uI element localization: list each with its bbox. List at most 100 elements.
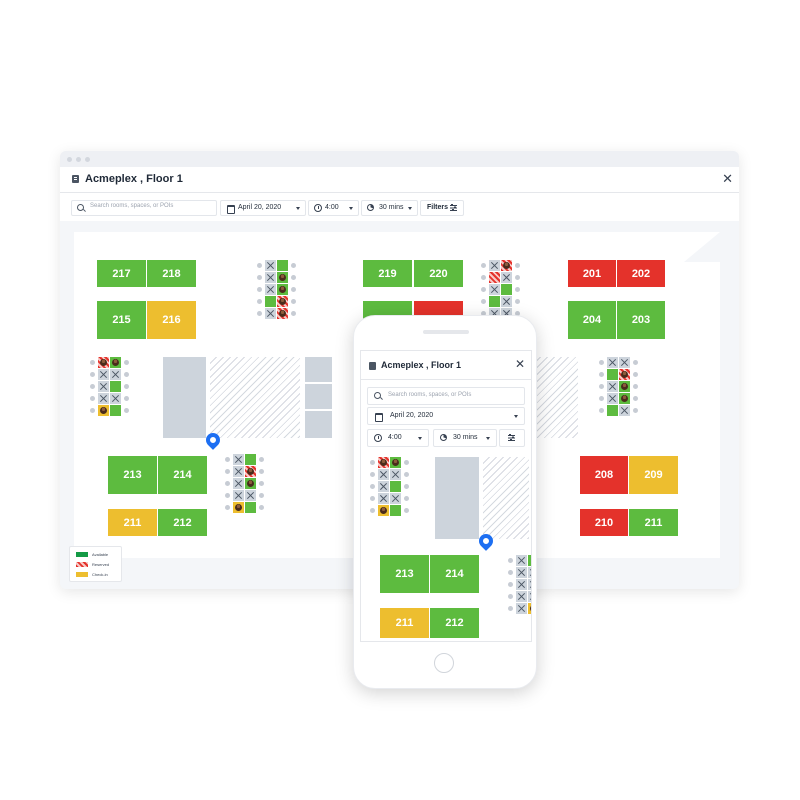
desk[interactable] xyxy=(390,457,401,468)
phone-room-212[interactable]: 212 xyxy=(430,608,479,638)
desk[interactable] xyxy=(390,493,401,504)
desk[interactable] xyxy=(607,393,618,404)
desk[interactable] xyxy=(489,296,500,307)
desk[interactable] xyxy=(516,555,527,566)
desk[interactable] xyxy=(265,296,276,307)
phone-room-211[interactable]: 211 xyxy=(380,608,429,638)
room-204[interactable]: 204 xyxy=(568,301,616,339)
desk[interactable] xyxy=(489,260,500,271)
phone-room-213[interactable]: 213 xyxy=(380,555,429,593)
desk[interactable] xyxy=(528,555,531,566)
search-input[interactable]: Search rooms, spaces, or POIs xyxy=(71,200,217,216)
desk[interactable] xyxy=(619,405,630,416)
desk[interactable] xyxy=(489,272,500,283)
desk[interactable] xyxy=(378,481,389,492)
desk[interactable] xyxy=(390,505,401,516)
close-button[interactable]: ✕ xyxy=(722,171,733,186)
desk[interactable] xyxy=(390,481,401,492)
desk[interactable] xyxy=(110,405,121,416)
desk[interactable] xyxy=(501,260,512,271)
room-201[interactable]: 201 xyxy=(568,260,616,287)
desk[interactable] xyxy=(528,603,531,614)
desk[interactable] xyxy=(378,457,389,468)
room-215[interactable]: 215 xyxy=(97,301,146,339)
desk[interactable] xyxy=(516,603,527,614)
phone-search-input[interactable]: Search rooms, spaces, or POIs xyxy=(367,387,525,405)
desk[interactable] xyxy=(245,478,256,489)
desk[interactable] xyxy=(501,308,512,319)
desk[interactable] xyxy=(245,502,256,513)
desk[interactable] xyxy=(110,369,121,380)
desk[interactable] xyxy=(98,357,109,368)
room-217[interactable]: 217 xyxy=(97,260,146,287)
desk[interactable] xyxy=(110,393,121,404)
desk[interactable] xyxy=(233,454,244,465)
desk[interactable] xyxy=(528,567,531,578)
desk[interactable] xyxy=(516,579,527,590)
phone-date-select[interactable]: April 20, 2020 xyxy=(367,407,525,425)
desk[interactable] xyxy=(265,284,276,295)
desk[interactable] xyxy=(98,381,109,392)
desk[interactable] xyxy=(607,369,618,380)
phone-duration-select[interactable]: 30 mins xyxy=(433,429,497,447)
desk[interactable] xyxy=(501,284,512,295)
room-219[interactable]: 219 xyxy=(363,260,412,287)
desk[interactable] xyxy=(501,272,512,283)
room-213[interactable]: 213 xyxy=(108,456,157,494)
duration-select[interactable]: 30 mins xyxy=(361,200,418,216)
desk[interactable] xyxy=(489,308,500,319)
desk[interactable] xyxy=(233,502,244,513)
desk[interactable] xyxy=(233,490,244,501)
desk[interactable] xyxy=(277,284,288,295)
desk[interactable] xyxy=(245,454,256,465)
desk[interactable] xyxy=(378,493,389,504)
desk[interactable] xyxy=(277,260,288,271)
desk[interactable] xyxy=(265,260,276,271)
room-211[interactable]: 211 xyxy=(108,509,157,536)
desk[interactable] xyxy=(110,381,121,392)
desk[interactable] xyxy=(233,478,244,489)
room-202[interactable]: 202 xyxy=(617,260,665,287)
desk[interactable] xyxy=(489,284,500,295)
desk[interactable] xyxy=(501,296,512,307)
phone-time-select[interactable]: 4:00 xyxy=(367,429,429,447)
filters-button[interactable]: Filters xyxy=(420,200,464,216)
phone-filters-button[interactable] xyxy=(499,429,525,447)
desk[interactable] xyxy=(245,466,256,477)
desk[interactable] xyxy=(245,490,256,501)
room-210[interactable]: 210 xyxy=(580,509,628,536)
desk[interactable] xyxy=(265,272,276,283)
desk[interactable] xyxy=(110,357,121,368)
room-216[interactable]: 216 xyxy=(147,301,196,339)
desk[interactable] xyxy=(98,369,109,380)
desk[interactable] xyxy=(528,591,531,602)
desk[interactable] xyxy=(277,296,288,307)
desk[interactable] xyxy=(528,579,531,590)
date-select[interactable]: April 20, 2020 xyxy=(220,200,306,216)
desk[interactable] xyxy=(265,308,276,319)
room-209[interactable]: 209 xyxy=(629,456,678,494)
desk[interactable] xyxy=(378,469,389,480)
desk[interactable] xyxy=(390,469,401,480)
desk[interactable] xyxy=(98,393,109,404)
desk[interactable] xyxy=(619,357,630,368)
desk[interactable] xyxy=(378,505,389,516)
home-button[interactable] xyxy=(434,653,454,673)
desk[interactable] xyxy=(516,567,527,578)
desk[interactable] xyxy=(619,381,630,392)
time-select[interactable]: 4:00 xyxy=(308,200,359,216)
desk[interactable] xyxy=(98,405,109,416)
room-218[interactable]: 218 xyxy=(147,260,196,287)
room-211[interactable]: 211 xyxy=(629,509,678,536)
room-220[interactable]: 220 xyxy=(414,260,463,287)
desk[interactable] xyxy=(516,591,527,602)
desk[interactable] xyxy=(277,272,288,283)
desk[interactable] xyxy=(619,369,630,380)
phone-room-214[interactable]: 214 xyxy=(430,555,479,593)
desk[interactable] xyxy=(277,308,288,319)
room-212[interactable]: 212 xyxy=(158,509,207,536)
room-214[interactable]: 214 xyxy=(158,456,207,494)
desk[interactable] xyxy=(619,393,630,404)
desk[interactable] xyxy=(233,466,244,477)
room-203[interactable]: 203 xyxy=(617,301,665,339)
